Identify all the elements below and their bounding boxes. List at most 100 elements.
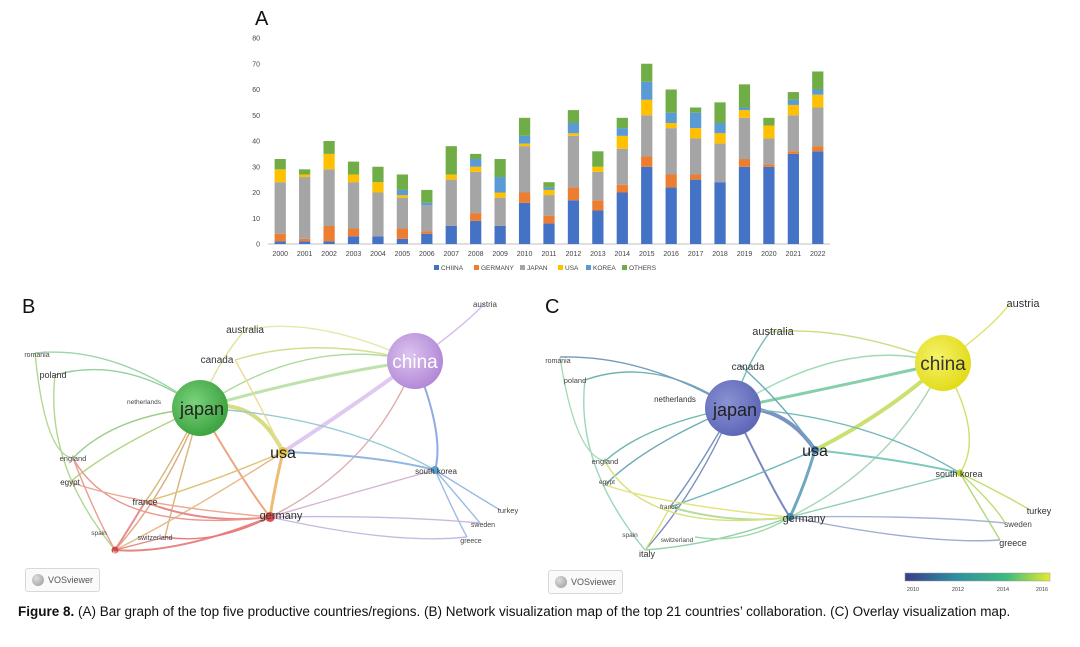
x-tick-label: 2008 <box>468 251 484 258</box>
x-tick-label: 2015 <box>639 251 655 258</box>
label-sweden: sweden <box>471 522 495 529</box>
label-england: england <box>592 457 619 466</box>
bar-segment <box>347 182 360 229</box>
network-labels: china japan usa austria australia canada… <box>24 300 518 556</box>
node-south-korea[interactable] <box>431 466 439 474</box>
bar-segment <box>714 143 726 183</box>
figure-caption-text: (A) Bar graph of the top five productive… <box>74 604 1011 619</box>
bar-segment <box>396 174 409 190</box>
bar-segment <box>641 156 653 167</box>
x-tick-label: 2003 <box>346 251 362 258</box>
bar-segment <box>494 177 506 193</box>
label-france: france <box>660 504 678 511</box>
x-tick-label: 2013 <box>590 251 606 258</box>
bar-segment <box>396 197 409 229</box>
y-tick-label: 80 <box>252 36 260 43</box>
label-greece: greece <box>999 538 1027 548</box>
node-usa[interactable] <box>278 447 288 457</box>
x-tick-label: 2009 <box>492 251 508 258</box>
bar-segment <box>714 133 726 144</box>
bar-segment <box>518 117 531 136</box>
bar-segment <box>616 148 628 185</box>
bar-segment <box>494 225 506 244</box>
bar-segment <box>592 166 604 172</box>
bar-segment <box>665 174 677 188</box>
node-china[interactable] <box>915 335 971 391</box>
bar-segment <box>347 228 360 237</box>
bar-segment <box>616 192 628 244</box>
node-japan[interactable] <box>705 380 761 436</box>
bar-segment <box>689 112 702 129</box>
node-japan[interactable] <box>172 380 228 436</box>
bar-segment <box>665 122 677 129</box>
bar-segment <box>543 189 555 196</box>
bar-segment <box>763 125 775 139</box>
colorbar-tick: 2016 <box>1036 587 1048 593</box>
label-poland: poland <box>564 376 587 385</box>
bar-segment <box>567 135 580 188</box>
bar-segment <box>396 228 409 239</box>
vosviewer-label: VOSviewer <box>48 575 94 585</box>
y-tick-label: 60 <box>252 87 260 94</box>
bar-segment <box>616 117 628 129</box>
bar-segment <box>812 71 824 90</box>
figure-label: Figure 8. <box>18 604 75 619</box>
legend-swatch <box>520 265 525 270</box>
bar-segment <box>421 231 433 234</box>
bar-segment <box>299 241 311 244</box>
y-tick-label: 20 <box>252 190 260 197</box>
bar-segment <box>445 146 457 175</box>
bar-segment <box>274 169 286 183</box>
label-netherlands: netherlands <box>127 399 162 406</box>
node-usa[interactable] <box>811 446 819 454</box>
bar-segment <box>421 202 433 206</box>
label-france: france <box>132 497 157 507</box>
label-south-korea: south korea <box>415 467 457 476</box>
label-egypt: egypt <box>599 479 615 486</box>
bar-segment <box>299 177 311 239</box>
bar-segment <box>592 151 604 167</box>
bar-segment <box>396 195 409 198</box>
colorbar-tick: 2014 <box>997 587 1009 593</box>
bar-segment <box>665 128 677 175</box>
y-tick-label: 10 <box>252 216 260 223</box>
label-england: england <box>60 454 87 463</box>
node-south-korea[interactable] <box>956 469 964 477</box>
node-china[interactable] <box>387 333 443 389</box>
bar-segment <box>714 122 726 134</box>
bar-segment <box>787 115 799 152</box>
label-egypt: egypt <box>60 478 80 487</box>
bar-segment <box>738 107 751 111</box>
label-romania: romania <box>545 358 570 365</box>
bar-segment <box>738 159 751 167</box>
node-italy[interactable] <box>111 546 119 554</box>
bar-segment <box>567 200 580 244</box>
bar-segment <box>665 187 677 244</box>
bar-segment <box>323 153 335 170</box>
bar-segment <box>445 174 457 180</box>
bar-segment <box>445 225 457 244</box>
node-germany[interactable] <box>786 513 794 521</box>
vosviewer-badge-b: VOSviewer <box>25 568 101 592</box>
legend-label: GERMANY <box>481 265 515 272</box>
bar-segment <box>470 166 482 172</box>
x-tick-label: 2001 <box>297 251 313 258</box>
bar-segment <box>812 107 824 147</box>
bar-segment <box>787 104 799 116</box>
bar-segment <box>738 117 751 160</box>
label-netherlands: netherlands <box>654 395 696 404</box>
node-germany[interactable] <box>265 512 275 522</box>
bar-segment <box>347 161 360 175</box>
label-japan: japan <box>179 399 224 419</box>
label-switzerland: switzerland <box>661 537 694 544</box>
bar-segment <box>543 215 555 224</box>
bar-segment <box>347 174 360 183</box>
bar-segment <box>274 233 286 242</box>
bar-segment <box>787 92 799 100</box>
label-usa: usa <box>802 443 828 460</box>
bar-segment <box>592 171 604 201</box>
label-spain: spain <box>91 530 107 537</box>
bar-segment <box>714 102 726 123</box>
vosviewer-logo-icon <box>555 576 567 588</box>
bar-segment <box>567 187 580 201</box>
